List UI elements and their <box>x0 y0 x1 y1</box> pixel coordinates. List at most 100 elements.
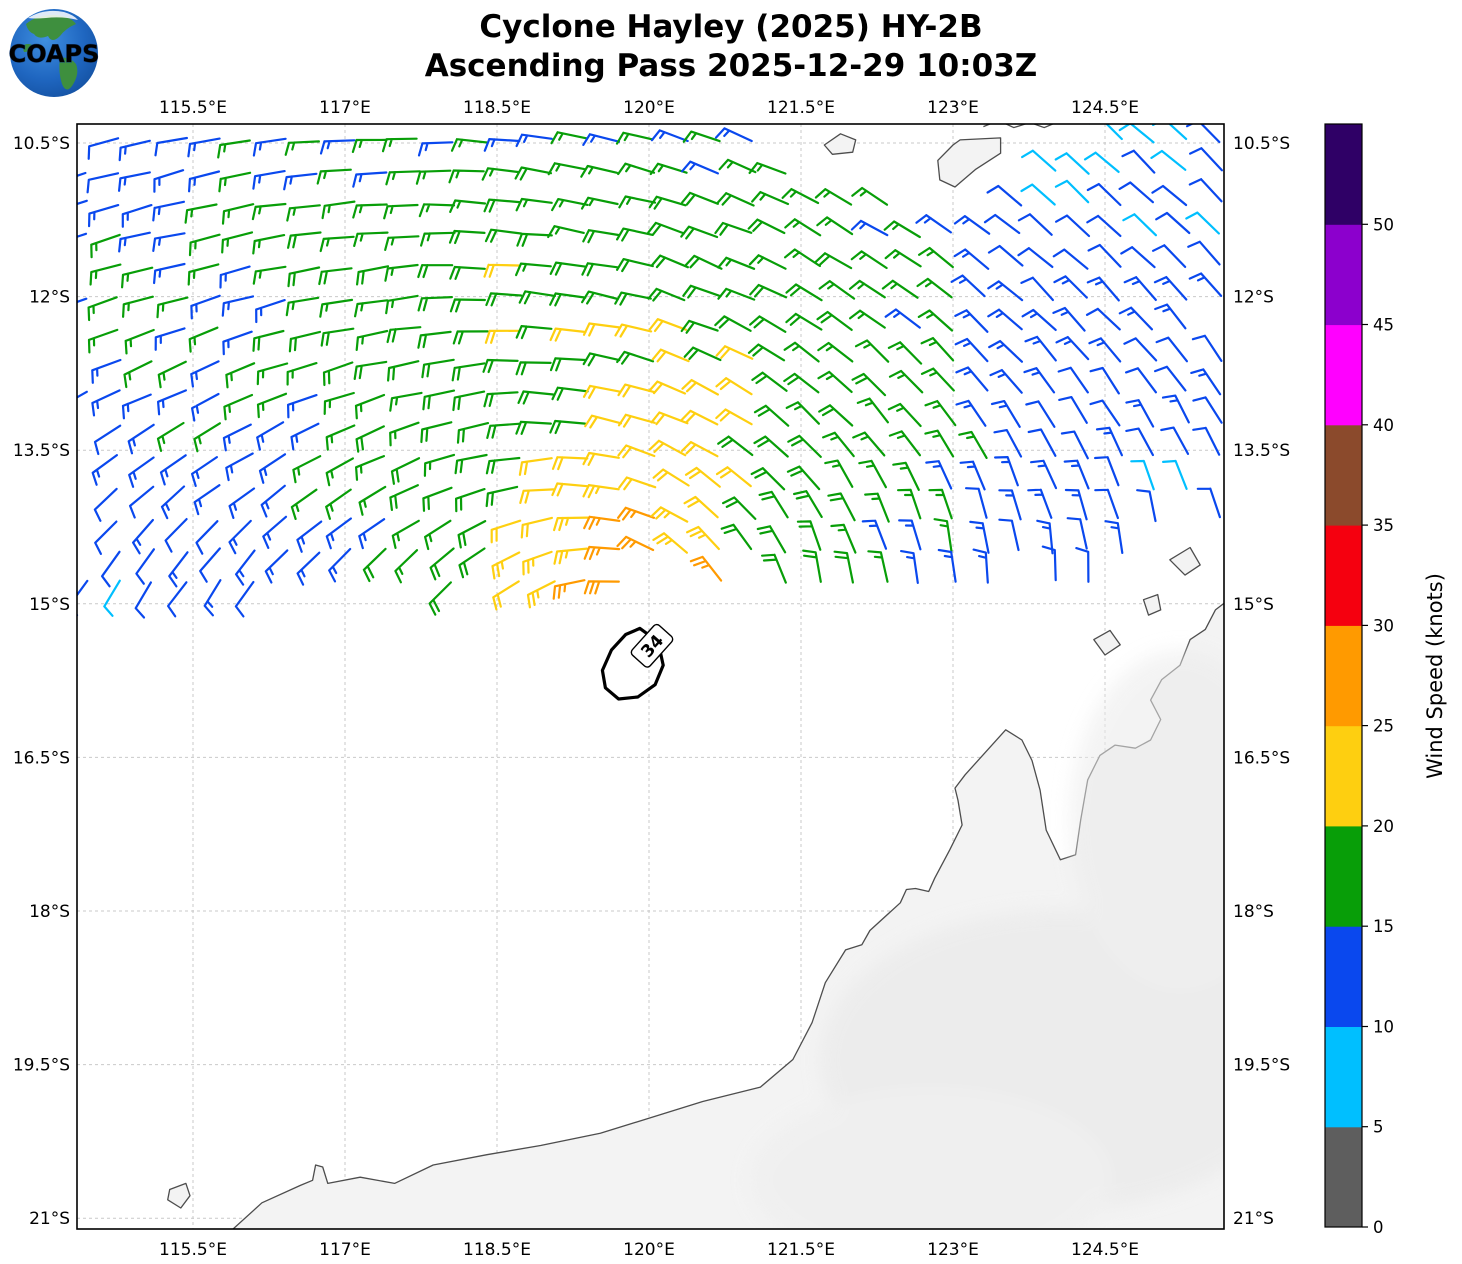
wind-barb <box>581 290 619 305</box>
wind-barb <box>316 168 352 185</box>
wind-barb <box>989 369 1023 394</box>
wind-barb <box>1118 124 1155 144</box>
wind-barb <box>787 434 822 458</box>
lat-tick-label: 19.5°S <box>1233 1056 1290 1076</box>
barrow-island <box>167 1182 191 1209</box>
wind-barb <box>451 362 486 382</box>
wind-barb <box>551 482 589 497</box>
wind-barb <box>154 136 188 157</box>
wind-barb <box>851 372 887 397</box>
colorbar-tick-label: 25 <box>1373 717 1394 736</box>
wind-barb <box>483 391 519 408</box>
wind-barb <box>1123 276 1157 301</box>
wind-barb <box>1017 247 1054 268</box>
wind-barb <box>90 233 121 259</box>
landmasses <box>167 124 1224 1229</box>
wind-barb <box>191 392 220 422</box>
wind-barb <box>355 425 385 453</box>
wind-barb <box>1190 368 1222 396</box>
wind-barb <box>415 169 452 185</box>
wind-barb <box>91 358 122 384</box>
wind-barb <box>356 265 390 286</box>
colorbar-tick-label: 45 <box>1373 316 1394 335</box>
wind-barb <box>420 231 456 247</box>
lon-tick-label: 120°E <box>623 98 675 118</box>
lon-tick-label: 118.5°E <box>463 98 531 118</box>
wind-barb <box>516 232 553 247</box>
wind-barb <box>288 330 322 353</box>
wind-barb <box>818 280 856 300</box>
wind-barb <box>320 327 355 347</box>
wind-barb <box>683 346 722 362</box>
lat-tick-label: 16.5°S <box>1233 748 1290 768</box>
wind-barb <box>160 485 186 520</box>
wind-barb <box>918 246 954 269</box>
wind-barb <box>969 520 990 554</box>
wind-barb <box>296 520 323 553</box>
wind-barb <box>190 294 221 320</box>
wind-barb <box>547 225 585 239</box>
wind-barb <box>485 456 521 475</box>
wind-barb <box>814 188 853 206</box>
coaps-globe-icon: COAPS <box>8 9 100 97</box>
wind-barb <box>518 290 556 305</box>
wind-barb <box>715 466 752 488</box>
wind-barb <box>965 487 988 519</box>
wind-barb <box>682 284 721 299</box>
wind-barb <box>448 229 486 245</box>
wind-barb <box>353 231 389 247</box>
wind-barb <box>515 133 553 148</box>
wind-barb <box>785 283 823 302</box>
wind-barb <box>390 457 421 485</box>
wind-barb <box>385 294 419 315</box>
wind-barb <box>888 430 921 457</box>
wind-barb <box>1188 178 1223 203</box>
wind-barb <box>322 361 354 387</box>
wind-barb <box>680 225 719 240</box>
wind-barb <box>1054 152 1090 175</box>
wind-barb <box>1089 366 1120 395</box>
wind-barb <box>616 535 655 552</box>
wind-barb <box>448 169 485 184</box>
wind-barb <box>616 350 655 365</box>
wind-barb <box>614 291 652 306</box>
wind-barb <box>456 422 490 444</box>
wind-barb <box>362 547 387 583</box>
wind-barb <box>916 277 953 299</box>
lon-tick-label: 115.5°E <box>159 98 227 118</box>
wind-barb <box>1052 248 1089 270</box>
wind-barb <box>852 431 886 457</box>
wind-barb <box>157 360 187 389</box>
wind-barb <box>485 485 519 508</box>
kimberley-island <box>1142 593 1162 616</box>
wind-barb <box>881 279 919 299</box>
wind-barb <box>252 265 287 285</box>
wind-barb <box>1118 181 1154 204</box>
wind-barb <box>887 341 923 365</box>
lon-tick-label: 117°E <box>319 98 371 118</box>
wind-barb <box>582 352 621 367</box>
wind-barb <box>252 234 286 255</box>
wind-barb <box>389 391 423 412</box>
wind-barb <box>714 127 753 143</box>
wind-barb <box>1191 334 1223 362</box>
wind-barb <box>758 490 789 519</box>
wind-barb <box>920 367 955 392</box>
wind-barb <box>77 232 88 238</box>
wind-barb <box>1057 366 1089 394</box>
wind-barb <box>1027 488 1053 519</box>
wind-barb <box>454 453 488 475</box>
wind-barb <box>786 465 821 491</box>
wind-barb <box>190 360 220 388</box>
wind-barb <box>681 379 719 396</box>
wind-barb <box>553 516 589 532</box>
wind-barb <box>1094 488 1119 520</box>
wind-barb <box>127 423 155 455</box>
wind-barb <box>582 484 620 499</box>
wind-barb <box>418 203 456 218</box>
wind-barb <box>483 138 521 152</box>
timor-coast-fragment <box>983 124 1055 129</box>
wind-barb <box>252 137 287 157</box>
wind-barb <box>1154 303 1187 330</box>
lat-tick-label: 18°S <box>29 902 70 922</box>
